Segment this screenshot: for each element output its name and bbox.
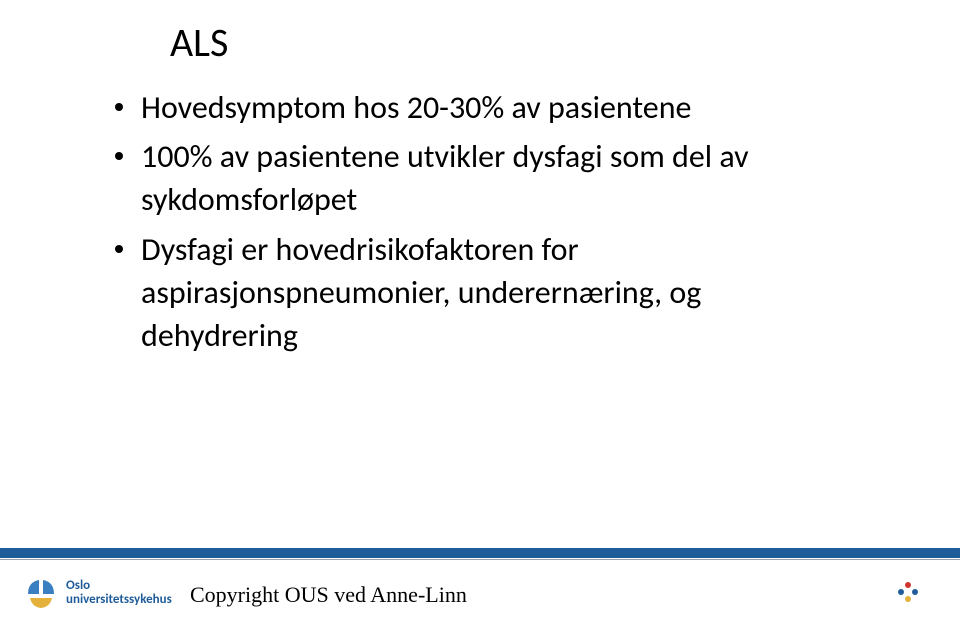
dots-decoration-icon xyxy=(896,580,920,604)
bullet-list: Hovedsymptom hos 20-30% av pasientene 10… xyxy=(115,86,865,363)
bullet-text: Hovedsymptom hos 20-30% av pasientene xyxy=(141,86,865,129)
logo-line2: universitetssykehus xyxy=(66,593,172,607)
oslo-universitetssykehus-logo: Oslo universitetssykehus xyxy=(24,576,172,610)
bullet-text: Dysfagi er hovedrisikofaktoren for aspir… xyxy=(141,228,865,358)
bullet-item: 100% av pasientene utvikler dysfagi som … xyxy=(115,135,865,221)
bullet-item: Dysfagi er hovedrisikofaktoren for aspir… xyxy=(115,228,865,358)
logo-text: Oslo universitetssykehus xyxy=(66,579,172,606)
logo-mark-icon xyxy=(24,576,58,610)
logo-line1: Oslo xyxy=(66,579,172,593)
footer: Oslo universitetssykehus Copyright OUS v… xyxy=(0,546,960,626)
bullet-dot-icon xyxy=(115,152,123,160)
slide-title: ALS xyxy=(170,18,228,67)
bullet-item: Hovedsymptom hos 20-30% av pasientene xyxy=(115,86,865,129)
footer-bar xyxy=(0,548,960,558)
bullet-dot-icon xyxy=(115,245,123,253)
copyright-text: Copyright OUS ved Anne-Linn xyxy=(190,582,467,608)
slide: ALS Hovedsymptom hos 20-30% av pasienten… xyxy=(0,0,960,626)
bullet-text: 100% av pasientene utvikler dysfagi som … xyxy=(141,135,865,221)
bullet-dot-icon xyxy=(115,103,123,111)
footer-divider xyxy=(0,559,960,560)
